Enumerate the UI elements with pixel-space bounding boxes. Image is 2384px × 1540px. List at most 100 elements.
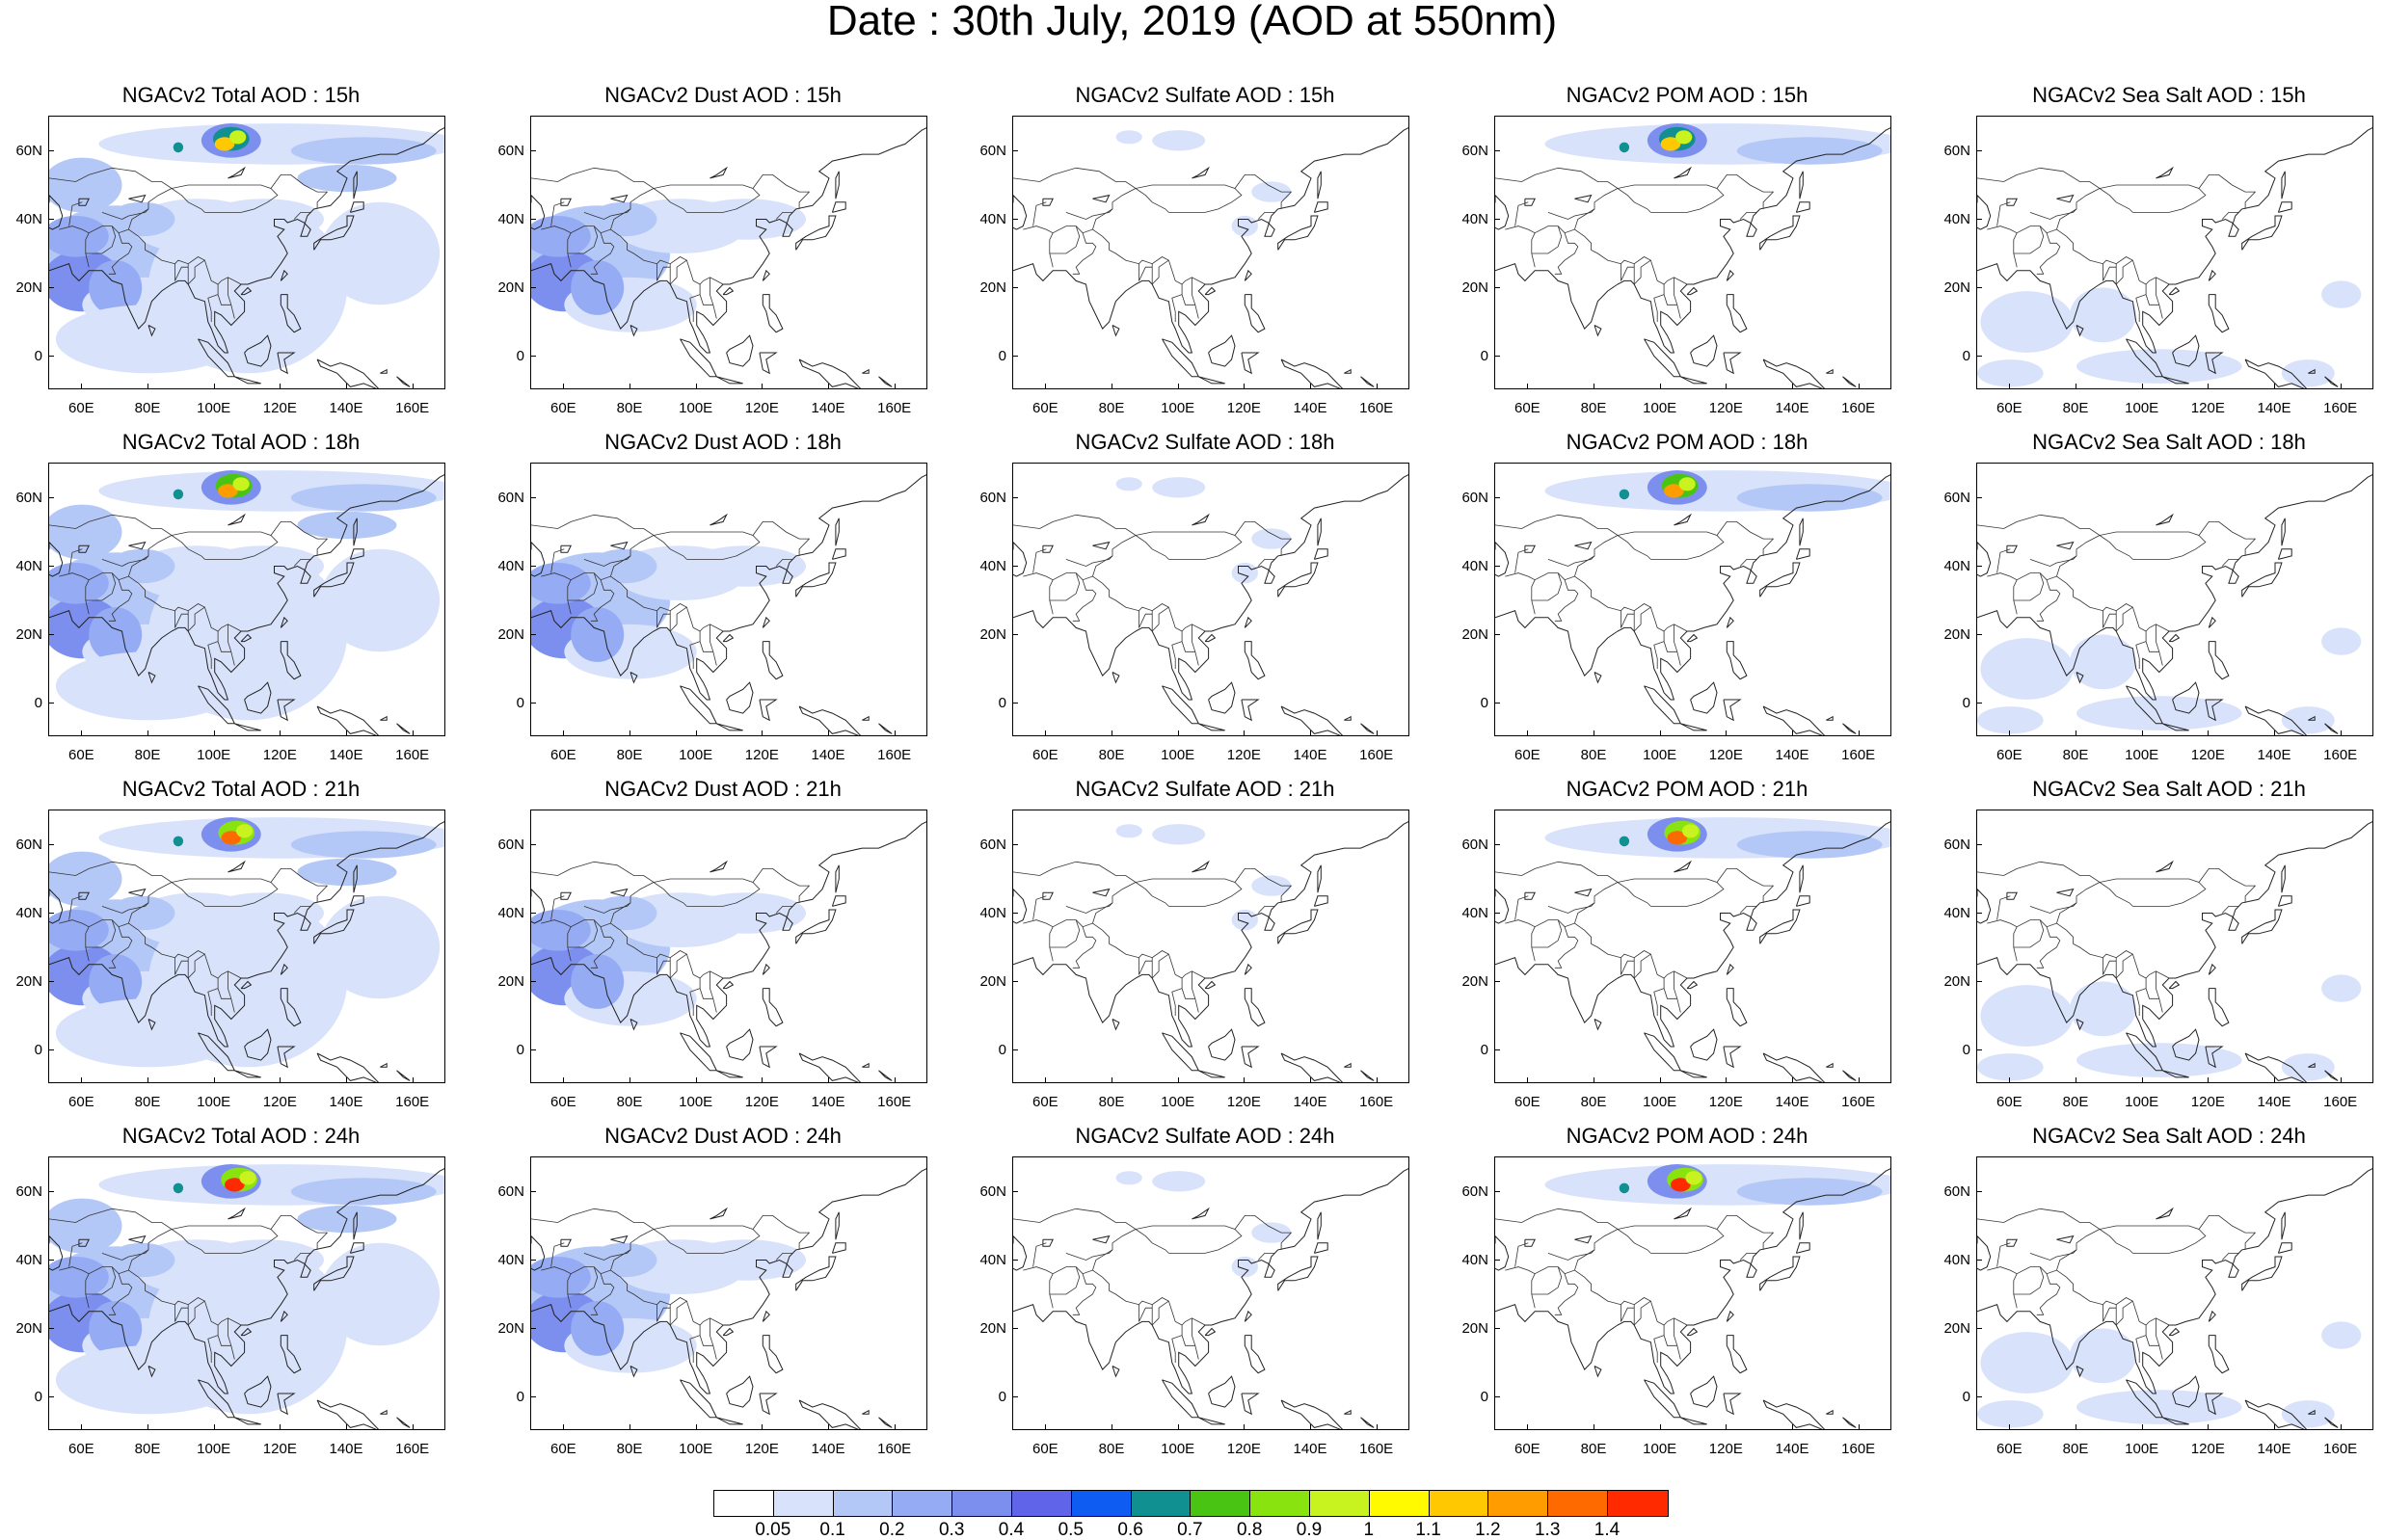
- lat-tick: [530, 1259, 536, 1261]
- border: [686, 882, 761, 907]
- aod-shading: [1251, 1222, 1292, 1243]
- border: [128, 228, 242, 285]
- coastline: [313, 909, 355, 944]
- lon-tick: [147, 1077, 148, 1083]
- lon-label: 80E: [134, 400, 161, 416]
- coastline: [1162, 1379, 1200, 1419]
- lon-tick: [2340, 1424, 2342, 1430]
- coastline: [2205, 352, 2224, 375]
- border: [2135, 978, 2147, 1016]
- lon-label: 120E: [262, 1094, 297, 1110]
- coastline: [2244, 1399, 2308, 1429]
- lon-tick: [2208, 384, 2210, 389]
- colorbar-swatch: [1191, 1491, 1251, 1516]
- coastline: [878, 1417, 893, 1428]
- border: [1135, 188, 1169, 213]
- coastline: [1977, 542, 1992, 577]
- lon-label: 80E: [616, 400, 643, 416]
- border: [1663, 294, 1677, 305]
- aod-shading: [320, 548, 441, 652]
- lat-label: 20N: [1461, 1319, 1488, 1337]
- colorbar-swatch: [773, 1491, 834, 1516]
- coastline: [1013, 474, 1408, 701]
- aod-shading: [1664, 484, 1684, 498]
- lat-tick: [1012, 565, 1018, 567]
- coastline: [277, 1393, 296, 1416]
- colorbar-label: 0.05: [755, 1520, 791, 1540]
- coastline: [1690, 681, 1718, 714]
- coastline: [228, 166, 246, 179]
- map-frame: [1494, 810, 1891, 1083]
- border: [710, 277, 717, 319]
- aod-shading: [173, 1182, 184, 1194]
- coastline: [2056, 541, 2075, 550]
- coastline: [2168, 1327, 2181, 1337]
- coastline: [2241, 1256, 2283, 1291]
- border: [1032, 201, 1047, 226]
- coastline: [1680, 723, 1707, 731]
- coastline: [1204, 980, 1217, 990]
- coastline: [1313, 1242, 1328, 1254]
- coastline: [531, 889, 546, 924]
- lon-tick: [695, 730, 697, 736]
- aod-shading: [531, 216, 591, 257]
- border: [541, 188, 655, 234]
- border: [1049, 572, 1081, 601]
- coastline: [1204, 1327, 1217, 1337]
- border: [1547, 208, 1595, 220]
- lon-label: 80E: [1580, 400, 1607, 416]
- border: [1996, 201, 2011, 226]
- lon-label: 100E: [2125, 1441, 2159, 1457]
- coastline: [1726, 641, 1748, 680]
- lon-label: 120E: [1708, 400, 1743, 416]
- lon-label: 160E: [1841, 747, 1876, 763]
- lon-label: 160E: [877, 400, 912, 416]
- lat-label: 60N: [1461, 836, 1488, 853]
- aod-shading: [55, 1345, 242, 1415]
- coastline: [1977, 195, 1992, 230]
- aod-shading: [1251, 181, 1292, 202]
- coastline: [228, 513, 246, 526]
- aod-shading: [1619, 142, 1630, 153]
- lon-label: 140E: [1293, 1441, 1327, 1457]
- border: [1739, 555, 1760, 567]
- coastline: [280, 988, 302, 1027]
- map-panel-seasalt-18h: NGACv2 Sea Salt AOD : 18h 60N 40N 20N 0 60E 80…: [1928, 432, 2384, 779]
- coastline: [1524, 1238, 1536, 1247]
- lon-tick: [1527, 1424, 1529, 1430]
- lat-label: 0: [1480, 347, 1488, 364]
- aod-shading: [89, 954, 143, 1009]
- lon-tick: [280, 384, 281, 389]
- border: [1514, 201, 1529, 226]
- coastline: [147, 1366, 156, 1378]
- lat-label: 60N: [15, 836, 42, 853]
- coastline: [49, 1235, 64, 1271]
- coastline: [831, 548, 846, 560]
- lon-tick: [346, 384, 347, 389]
- coastline: [1759, 215, 1801, 251]
- coastline: [560, 198, 572, 206]
- coastline: [2241, 562, 2283, 597]
- border: [1168, 535, 1243, 560]
- lat-tick: [48, 702, 54, 704]
- border: [1072, 579, 1097, 622]
- lat-label: 0: [998, 1388, 1006, 1405]
- map-frame: [1976, 810, 2373, 1083]
- aod-shading: [218, 484, 238, 498]
- coastline: [1594, 1366, 1602, 1378]
- lat-label: 20N: [1943, 972, 1970, 990]
- border: [710, 970, 717, 1013]
- aod-shading: [2070, 1328, 2136, 1384]
- border: [228, 277, 235, 319]
- aod-shading: [1675, 130, 1693, 145]
- lon-tick: [1527, 1077, 1529, 1083]
- border: [2099, 1229, 2133, 1254]
- lon-label: 160E: [1359, 747, 1394, 763]
- lon-label: 120E: [2190, 400, 2225, 416]
- border: [2099, 188, 2133, 213]
- lon-tick: [894, 1424, 896, 1430]
- aod-shading: [290, 484, 437, 512]
- lat-label: 0: [1962, 1388, 1970, 1405]
- lon-tick: [412, 1424, 414, 1430]
- coastline: [396, 1417, 411, 1428]
